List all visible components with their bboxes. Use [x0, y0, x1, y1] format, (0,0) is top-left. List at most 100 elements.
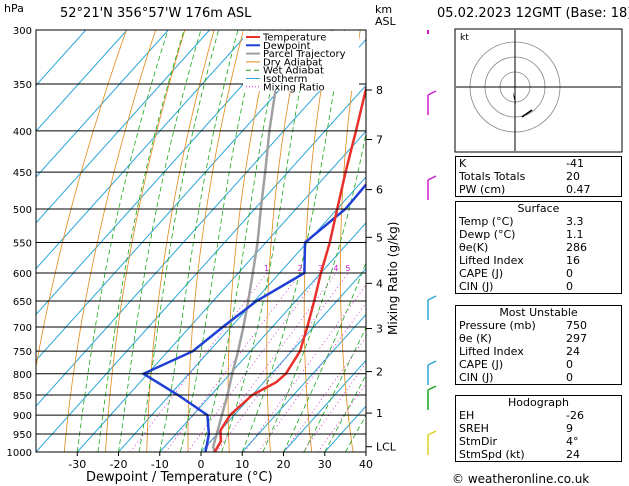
- x-tick-label: -20: [110, 458, 128, 471]
- row-value: 0: [566, 280, 573, 293]
- mixing-ratio-line: [203, 272, 337, 452]
- mixing-ratio-line: [317, 382, 366, 452]
- dry-adiabat-line: [63, 30, 157, 452]
- row-label: EH: [459, 409, 475, 422]
- legend-entry: Mixing Ratio: [263, 82, 325, 93]
- pressure-tick-label: 750: [13, 347, 32, 358]
- table-row: Totals Totals 20: [456, 170, 621, 183]
- row-label: PW (cm): [459, 183, 506, 196]
- row-label: CAPE (J): [459, 267, 504, 280]
- pressure-tick-label: 550: [13, 238, 32, 249]
- row-label: StmDir: [459, 435, 498, 448]
- row-value: 286: [566, 241, 587, 254]
- table-row: EH -26: [456, 409, 621, 422]
- isotherm-line: [36, 30, 252, 270]
- row-label: CIN (J): [459, 371, 494, 384]
- table-row: SREH 9: [456, 422, 621, 435]
- wet-adiabat-line: [303, 326, 366, 452]
- wind-barb: [427, 175, 437, 181]
- table-section-title: Most Unstable: [499, 306, 578, 319]
- table-section-title: Hodograph: [508, 396, 569, 409]
- row-label: Pressure (mb): [459, 319, 536, 332]
- isotherm-line: [159, 222, 366, 452]
- mixing-ratio-tick-label: 3: [318, 264, 323, 273]
- pressure-tick-label: 650: [13, 297, 32, 308]
- pressure-tick-label: 950: [13, 430, 32, 441]
- x-tick-label: 40: [359, 458, 373, 471]
- pressure-tick-label: 900: [13, 411, 32, 422]
- dry-adiabat-line: [146, 30, 215, 452]
- height-tick-label: 7: [376, 133, 383, 146]
- table-row: Lifted Index 24: [456, 345, 621, 358]
- indices-box: K -41 Totals Totals 20 PW (cm) 0.47: [455, 156, 622, 197]
- height-tick-label: 6: [376, 184, 383, 197]
- row-label: StmSpd (kt): [459, 448, 525, 461]
- mixing-ratio-tick-label: 25: [441, 264, 451, 273]
- wet-adiabat-line: [180, 30, 260, 452]
- height-tick-label: 8: [376, 84, 383, 97]
- legend-entry: Dry Adiabat: [263, 57, 322, 68]
- table-row: Dewp (°C) 1.1: [456, 228, 621, 241]
- row-value: 297: [566, 332, 587, 345]
- legend-box: [243, 31, 359, 91]
- legend-entry: Isotherm: [263, 74, 307, 85]
- isotherm-line: [36, 38, 366, 407]
- row-value: 24: [566, 345, 580, 358]
- row-value: -41: [566, 157, 584, 170]
- hodograph-box: Hodograph EH -26 SREH 9 StmDir 4° StmSpd (kt) 24: [455, 395, 622, 462]
- mixing-ratio-tick-label: 4: [333, 264, 338, 273]
- table-row: CAPE (J) 0: [456, 358, 621, 371]
- table-row: Lifted Index 16: [456, 254, 621, 267]
- table-row: CIN (J) 0: [456, 371, 621, 384]
- table-row: CAPE (J) 0: [456, 267, 621, 280]
- x-tick-label: 20: [277, 458, 291, 471]
- height-tick-label: LCL: [376, 441, 397, 454]
- legend-entry: Dewpoint: [263, 41, 311, 52]
- table-row: K -41: [456, 157, 621, 170]
- isotherm-line: [36, 30, 293, 316]
- mixing-ratio-tick-label: 20: [427, 264, 437, 273]
- most-unstable-box: Most Unstable Pressure (mb) 750 θe (K) 297 Li…: [455, 305, 622, 385]
- pressure-unit-label: hPa: [4, 2, 24, 15]
- row-value: 9: [566, 422, 573, 435]
- dry-adiabat-line: [623, 30, 629, 452]
- row-value: 20: [566, 170, 580, 183]
- mixing-ratio-line: [216, 272, 349, 452]
- hodograph-frame: [454, 28, 623, 153]
- table-section-title: Surface: [517, 202, 560, 215]
- isotherm-line: [36, 84, 366, 452]
- height-tick-label: 5: [376, 231, 383, 244]
- hodograph-unit-label: kt: [460, 33, 469, 43]
- legend-entry: Wet Adiabat: [263, 66, 324, 77]
- row-value: 0: [566, 371, 573, 384]
- row-value: 0.47: [566, 183, 591, 196]
- height-tick-label: 2: [376, 366, 383, 379]
- isotherm-line: [36, 30, 169, 178]
- mixing-ratio-tick-label: 5: [345, 264, 350, 273]
- row-value: 1.1: [566, 228, 584, 241]
- isotherm-line: [36, 30, 128, 132]
- isotherm-line: [36, 30, 210, 224]
- table-row: PW (cm) 0.47: [456, 183, 621, 196]
- table-row: StmSpd (kt) 24: [456, 448, 621, 461]
- mixing-ratio-line: [165, 272, 301, 452]
- pressure-tick-label: 350: [13, 80, 32, 91]
- wind-barb: [427, 90, 437, 96]
- row-label: θe(K): [459, 241, 489, 254]
- pressure-tick-label: 400: [13, 127, 32, 138]
- x-tick-label: 10: [235, 458, 249, 471]
- row-label: Lifted Index: [459, 345, 524, 358]
- mixing-ratio-tick-label: 2: [297, 264, 302, 273]
- pressure-tick-label: 500: [13, 205, 32, 216]
- table-row: θe(K) 286: [456, 241, 621, 254]
- row-label: SREH: [459, 422, 489, 435]
- legend-entry: Temperature: [262, 33, 326, 44]
- table-row: StmDir 4°: [456, 435, 621, 448]
- footer-credit: © weatheronline.co.uk: [452, 472, 590, 486]
- mixing-ratio-tick-label: 8: [372, 264, 377, 273]
- x-tick-label: 0: [198, 458, 205, 471]
- isotherm-line: [283, 359, 366, 452]
- pressure-tick-label: 800: [13, 370, 32, 381]
- isotherm-line: [36, 30, 334, 362]
